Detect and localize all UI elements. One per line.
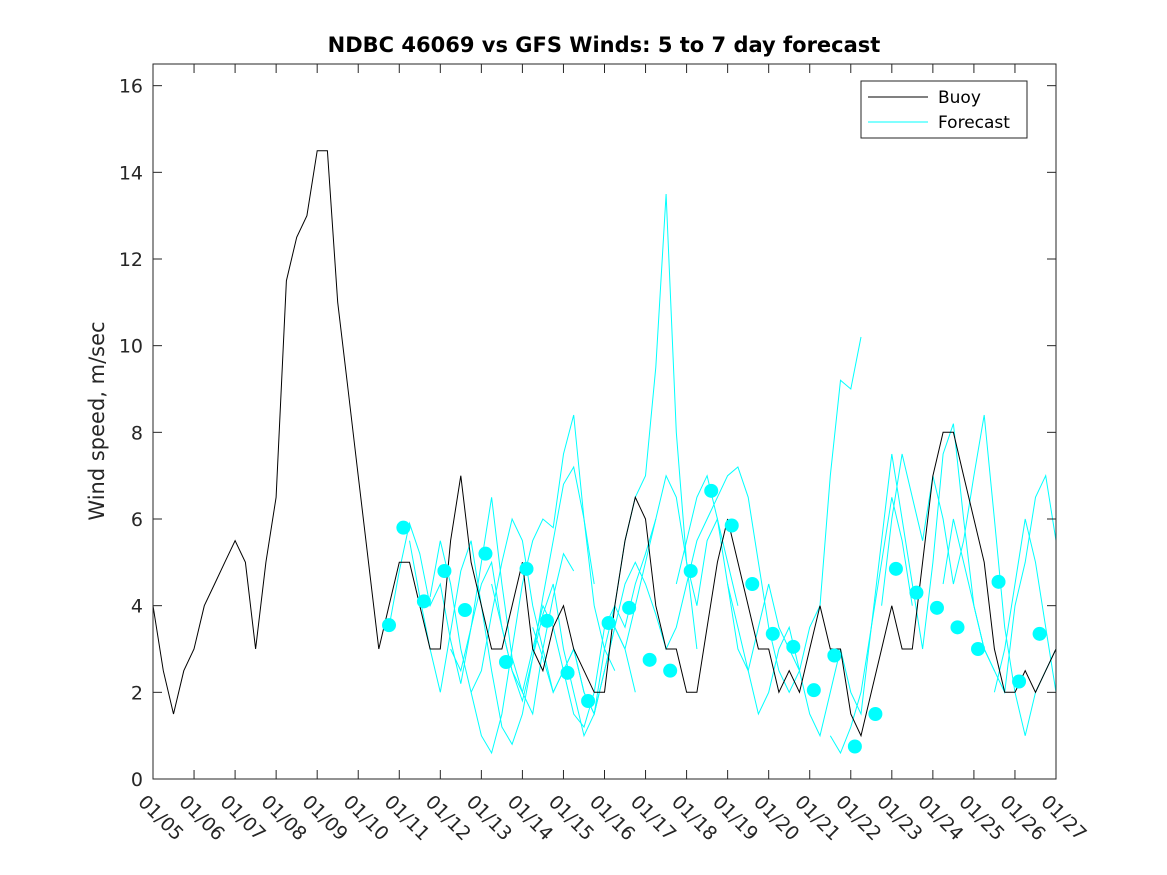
forecast-point — [806, 683, 821, 698]
y-tick-label: 10 — [119, 336, 143, 358]
forecast-point — [581, 694, 596, 708]
y-tick-label: 6 — [131, 509, 143, 531]
forecast-runs-layer — [388, 193, 1057, 755]
buoy-layer — [152, 150, 1057, 738]
legend-buoy-label: Buoy — [938, 88, 981, 108]
forecast-point — [868, 707, 883, 721]
forecast-point — [847, 739, 862, 754]
forecast-point — [382, 618, 397, 633]
forecast-points-layer — [382, 483, 1047, 754]
forecast-point — [457, 603, 472, 617]
forecast-point — [909, 585, 924, 600]
forecast-run-13 — [993, 518, 1057, 693]
forecast-point — [540, 613, 555, 628]
forecast-run-11 — [881, 414, 1057, 736]
forecast-run-8 — [675, 336, 862, 673]
forecast-run-1 — [409, 465, 595, 746]
y-tick-label: 0 — [131, 769, 143, 791]
forecast-point — [663, 663, 678, 678]
forecast-point — [704, 483, 719, 498]
forecast-point — [683, 564, 698, 578]
y-tick-label: 2 — [131, 682, 143, 704]
forecast-run-10 — [829, 423, 995, 755]
legend-box — [860, 80, 1028, 139]
y-axis: 0 2 4 6 8 10 12 14 16 — [119, 76, 1056, 791]
y-axis-label: Wind speed, m/sec — [85, 321, 109, 520]
legend-forecast-label: Forecast — [938, 113, 1010, 133]
forecast-point — [642, 652, 657, 667]
y-tick-label: 12 — [119, 249, 143, 271]
forecast-run-2 — [429, 414, 616, 755]
forecast-point — [498, 655, 513, 669]
forecast-point — [396, 520, 411, 535]
forecast-run-9 — [727, 497, 913, 738]
forecast-point — [1012, 674, 1027, 689]
forecast-point — [437, 564, 452, 578]
forecast-point — [724, 518, 739, 533]
forecast-point — [519, 561, 534, 576]
forecast-run-6 — [532, 474, 739, 716]
y-tick-label: 16 — [119, 76, 143, 98]
forecast-point — [601, 616, 616, 630]
forecast-point — [478, 546, 493, 561]
chart-title: NDBC 46069 vs GFS Winds: 5 to 7 day fore… — [328, 33, 881, 57]
forecast-point — [765, 626, 780, 641]
forecast-point — [560, 665, 575, 680]
forecast-run-12 — [942, 474, 1057, 695]
y-tick-label: 8 — [131, 422, 143, 444]
forecast-run-7 — [614, 466, 800, 694]
forecast-point — [827, 648, 842, 663]
forecast-point — [416, 594, 431, 609]
forecast-point — [745, 577, 760, 591]
forecast-point — [1032, 626, 1047, 641]
legend: Buoy Forecast — [860, 80, 1028, 139]
forecast-point — [991, 574, 1006, 589]
forecast-point — [888, 561, 903, 576]
forecast-point — [950, 620, 965, 635]
forecast-point — [971, 642, 986, 656]
forecast-point — [786, 639, 801, 654]
forecast-point — [929, 600, 944, 615]
buoy-series-line — [152, 150, 1057, 738]
y-tick-label: 14 — [119, 162, 143, 184]
y-tick-label: 4 — [131, 596, 143, 618]
forecast-point — [622, 600, 637, 615]
